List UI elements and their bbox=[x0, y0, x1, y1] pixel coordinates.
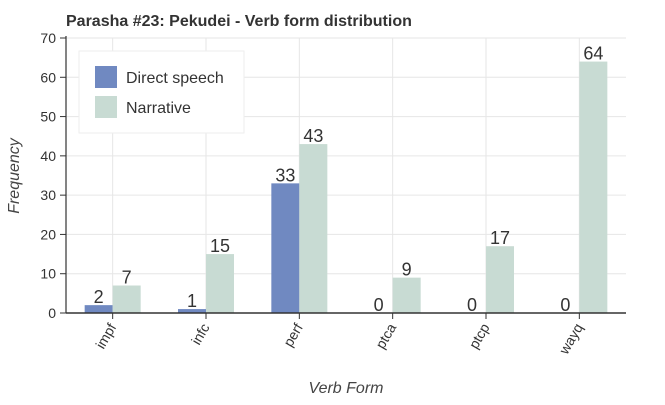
legend-label-direct-speech: Direct speech bbox=[126, 70, 224, 87]
legend-label-narrative: Narrative bbox=[126, 100, 191, 117]
data-label: 43 bbox=[303, 126, 323, 146]
data-label: 33 bbox=[275, 165, 295, 185]
bar-direct-speech-impf bbox=[84, 305, 113, 313]
data-label: 7 bbox=[122, 268, 132, 288]
data-labels: 2 1 33 0 0 0 7 15 43 9 17 64 bbox=[94, 44, 604, 315]
bar-narrative-wayq bbox=[579, 61, 608, 314]
x-tick-label: wayq bbox=[555, 321, 586, 358]
y-tick-label: 0 bbox=[48, 305, 56, 321]
y-tick-label: 50 bbox=[40, 109, 56, 125]
data-label: 9 bbox=[402, 260, 412, 280]
bars bbox=[84, 61, 608, 314]
data-label: 1 bbox=[187, 291, 197, 311]
bar-direct-speech-infc bbox=[178, 309, 206, 313]
y-tick-label: 30 bbox=[40, 187, 56, 203]
x-axis-label: Verb Form bbox=[309, 380, 384, 397]
x-tick-label: impf bbox=[92, 320, 119, 351]
x-tick-label: perf bbox=[280, 320, 306, 349]
y-tick-label: 60 bbox=[40, 69, 56, 85]
y-tick-label: 20 bbox=[40, 226, 56, 242]
data-label: 2 bbox=[94, 287, 104, 307]
x-tick-label: ptca bbox=[372, 320, 399, 351]
legend-box bbox=[78, 50, 245, 134]
bar-narrative-impf bbox=[112, 285, 141, 313]
data-label: 0 bbox=[560, 295, 570, 315]
data-label: 17 bbox=[490, 228, 510, 248]
bar-narrative-infc bbox=[206, 254, 234, 313]
bar-direct-speech-perf bbox=[271, 183, 300, 313]
data-label: 0 bbox=[374, 295, 384, 315]
bar-narrative-ptcp bbox=[486, 246, 514, 313]
x-tick-label: ptcp bbox=[466, 320, 493, 351]
y-tick-label: 40 bbox=[40, 148, 56, 164]
chart-title: Parasha #23: Pekudei - Verb form distrib… bbox=[66, 13, 412, 30]
y-tick-label: 10 bbox=[40, 266, 56, 282]
bar-narrative-perf bbox=[299, 144, 328, 313]
data-label: 64 bbox=[583, 44, 603, 64]
data-label: 15 bbox=[210, 236, 230, 256]
legend-swatch-narrative bbox=[95, 96, 117, 118]
data-label: 0 bbox=[467, 295, 477, 315]
y-tick-label: 70 bbox=[40, 30, 56, 46]
bar-narrative-ptca bbox=[392, 277, 421, 313]
legend-swatch-direct-speech bbox=[95, 66, 117, 88]
legend: Direct speech Narrative bbox=[78, 50, 245, 134]
x-tick-label: infc bbox=[188, 321, 213, 348]
y-axis-label: Frequency bbox=[6, 137, 23, 214]
